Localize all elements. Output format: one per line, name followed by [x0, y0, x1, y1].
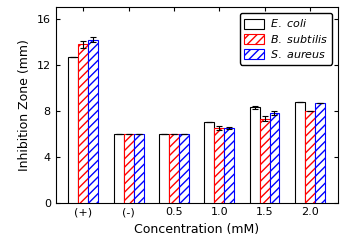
Bar	[260, 119, 269, 203]
Bar	[305, 111, 315, 203]
Legend: $\it{E.\ coli}$, $\it{B.\ subtilis}$, $\it{S.\ aureus}$: $\it{E.\ coli}$, $\it{B.\ subtilis}$, $\…	[239, 13, 332, 64]
Bar	[88, 40, 98, 203]
Bar	[204, 122, 214, 203]
Bar	[78, 44, 88, 203]
Bar	[69, 57, 78, 203]
X-axis label: Concentration (mM): Concentration (mM)	[134, 223, 259, 236]
Bar	[315, 103, 325, 203]
Bar	[179, 134, 189, 203]
Bar	[224, 128, 234, 203]
Bar	[134, 134, 144, 203]
Bar	[214, 128, 224, 203]
Bar	[159, 134, 169, 203]
Bar	[250, 107, 260, 203]
Bar	[114, 134, 124, 203]
Bar	[124, 134, 134, 203]
Bar	[295, 102, 305, 203]
Y-axis label: Inhibition Zone (mm): Inhibition Zone (mm)	[18, 39, 31, 171]
Bar	[169, 134, 179, 203]
Bar	[269, 113, 279, 203]
